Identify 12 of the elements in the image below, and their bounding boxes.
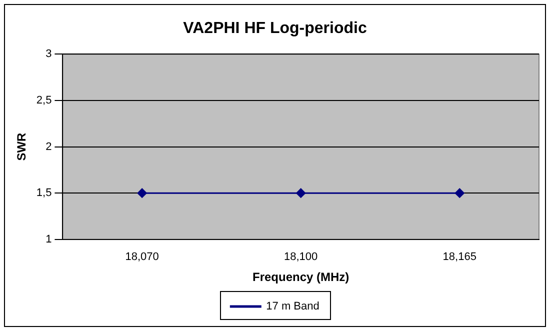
y-tick-label: 1,5	[36, 187, 52, 200]
x-axis-title: Frequency (MHz)	[252, 270, 350, 284]
x-tick-label: 18,070	[125, 251, 159, 264]
y-tick-label: 3	[46, 48, 52, 60]
x-tick-label: 18,100	[284, 251, 318, 264]
y-axis-title: SWR	[14, 132, 29, 161]
legend-label: 17 m Band	[266, 300, 320, 313]
chart-title: VA2PHI HF Log-periodic	[183, 20, 367, 38]
y-tick-label: 2,5	[36, 94, 52, 107]
y-tick-label: 2	[46, 140, 52, 153]
x-tick-label: 18,165	[442, 251, 476, 264]
y-tick-label: 1	[46, 233, 52, 246]
